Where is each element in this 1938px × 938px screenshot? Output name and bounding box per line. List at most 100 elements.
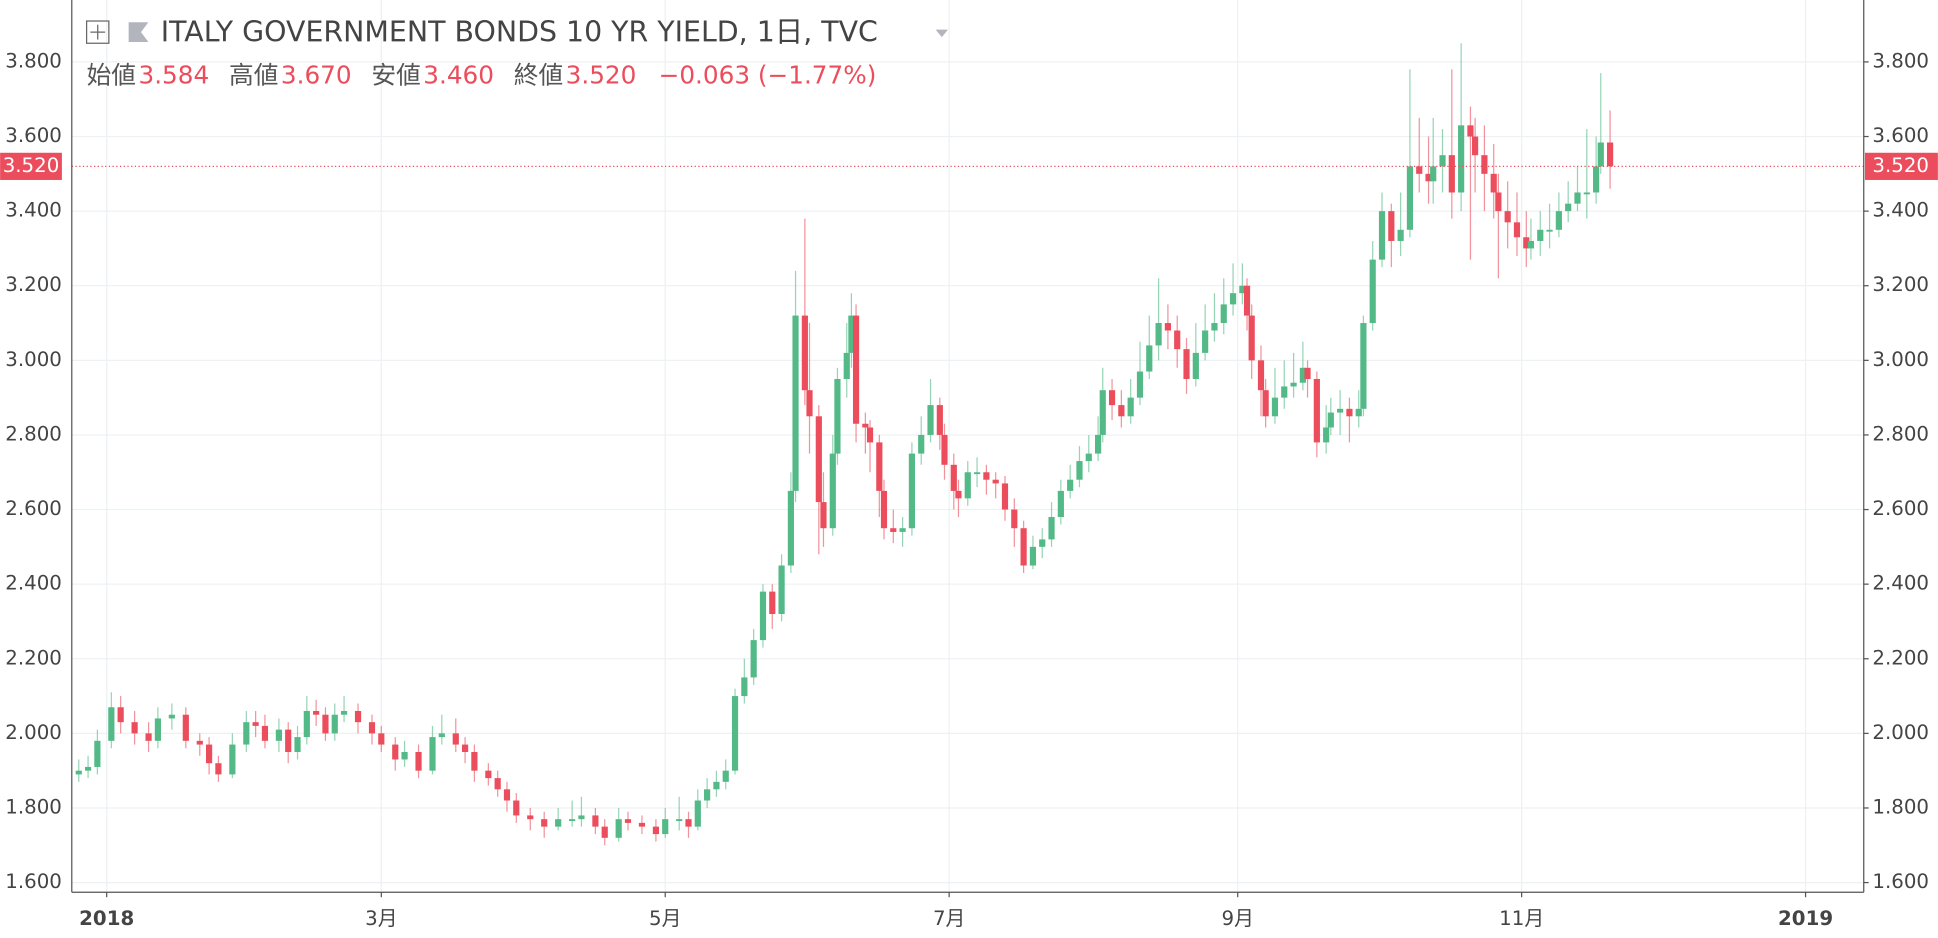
x-tick-label: 2019 xyxy=(1778,907,1833,930)
candle-body xyxy=(899,528,906,532)
candle-body xyxy=(918,434,925,454)
x-tick-label: 9月 xyxy=(1222,907,1254,930)
candle-body xyxy=(1555,211,1562,230)
candle-body xyxy=(1546,229,1553,232)
candle-body xyxy=(778,565,785,614)
candle-body xyxy=(704,789,711,801)
chart-title: ITALY GOVERNMENT BONDS 10 YR YIELD, 1日, … xyxy=(161,15,878,48)
candle-body xyxy=(1504,211,1511,223)
y2-tick-label: 3.600 xyxy=(1872,124,1929,147)
candle-body xyxy=(1262,390,1269,417)
candle-body xyxy=(792,315,799,491)
candle-body xyxy=(1001,483,1009,510)
candle-body xyxy=(1597,142,1604,167)
candle-body xyxy=(1425,173,1432,182)
ohlc-label: 安値 xyxy=(371,61,420,90)
flag-icon[interactable] xyxy=(128,22,149,43)
candle-body xyxy=(1523,237,1530,249)
last-price-label-right: 3.520 xyxy=(1872,154,1929,177)
candle-body xyxy=(527,815,534,820)
candle-body xyxy=(285,729,292,753)
candle-body xyxy=(908,453,916,529)
candle-body xyxy=(1067,479,1074,491)
y-tick-label: 3.800 xyxy=(5,49,62,72)
candle-body xyxy=(1537,229,1544,241)
candle-body xyxy=(1467,125,1474,137)
candle-body xyxy=(168,714,175,719)
candle-body xyxy=(541,819,548,827)
candle-body xyxy=(75,770,82,775)
candle-body xyxy=(1472,136,1479,156)
candle-body xyxy=(154,718,161,741)
candle-body xyxy=(205,744,213,764)
candle-body xyxy=(741,677,748,697)
candle-body xyxy=(313,710,320,715)
candle-body xyxy=(866,427,874,443)
candle-body xyxy=(1243,285,1251,316)
candle-body xyxy=(848,315,855,353)
candle-body xyxy=(378,733,385,745)
x-tick-label: 11月 xyxy=(1499,907,1544,930)
candle-body xyxy=(1257,360,1265,391)
y-tick-label: 2.400 xyxy=(5,572,62,595)
candle-body xyxy=(722,770,729,782)
candle-body xyxy=(1057,490,1064,518)
candle-body xyxy=(1388,211,1395,241)
candle-body xyxy=(676,819,683,822)
candle-body xyxy=(294,737,301,753)
candle-body xyxy=(1108,390,1116,406)
x-tick-label: 5月 xyxy=(649,907,681,930)
candle-body xyxy=(1527,240,1535,249)
candle-body xyxy=(973,472,981,475)
candle-body xyxy=(1513,222,1521,238)
candle-body xyxy=(652,826,660,835)
candle-body xyxy=(1029,546,1037,566)
candle-body xyxy=(1118,405,1125,417)
candle-body xyxy=(731,696,739,771)
candle-body xyxy=(759,591,767,641)
candle-body xyxy=(750,640,757,678)
candle-body xyxy=(1202,330,1209,353)
y2-tick-label: 2.000 xyxy=(1872,721,1929,744)
candle-body xyxy=(108,707,115,741)
ohlc-value: 3.670 xyxy=(281,61,352,90)
candle-body xyxy=(843,352,850,379)
ohlc-legend: 始値 3.584 高値 3.670 安値 3.460 終値 3.520 −0.063 (−1.7… xyxy=(87,61,877,90)
dropdown[interactable] xyxy=(935,29,948,38)
candle-body xyxy=(438,733,445,738)
candle-body xyxy=(368,722,376,734)
candle-body xyxy=(331,714,338,734)
last-price-box-right xyxy=(1864,152,1938,180)
candle-body xyxy=(1229,293,1237,305)
candle-body xyxy=(862,423,869,428)
candle-body xyxy=(1220,304,1227,324)
candle-body xyxy=(471,752,478,771)
candle-body xyxy=(578,815,585,820)
candle-body xyxy=(569,819,576,822)
candle-body xyxy=(1495,192,1502,212)
candle-body xyxy=(1020,528,1027,566)
plot: 3.520 3.520 xyxy=(0,43,1938,846)
candle-body xyxy=(215,763,222,775)
candle-body xyxy=(1174,330,1181,350)
candle-body xyxy=(1337,408,1344,413)
y2-tick-label: 3.000 xyxy=(1872,348,1929,371)
candle-body xyxy=(303,710,310,738)
y2-tick-label: 3.400 xyxy=(1872,199,1929,222)
candle-body xyxy=(1094,434,1102,454)
candle-body xyxy=(1448,155,1455,193)
y2-tick-label: 1.800 xyxy=(1872,795,1929,818)
candle-body xyxy=(503,789,511,801)
candle-body xyxy=(415,752,422,771)
y-tick-label: 3.000 xyxy=(5,348,62,371)
candle-body xyxy=(1327,412,1334,428)
add-icon[interactable] xyxy=(85,20,110,44)
candle-body xyxy=(485,770,492,779)
y-tick-label: 1.800 xyxy=(5,795,62,818)
candle-body xyxy=(1304,367,1311,379)
candle-body xyxy=(936,405,943,435)
candle-body xyxy=(1183,349,1190,379)
ohlc-label: 高値 xyxy=(229,61,278,90)
candle-body xyxy=(1481,155,1488,174)
candle-body xyxy=(1076,461,1083,480)
